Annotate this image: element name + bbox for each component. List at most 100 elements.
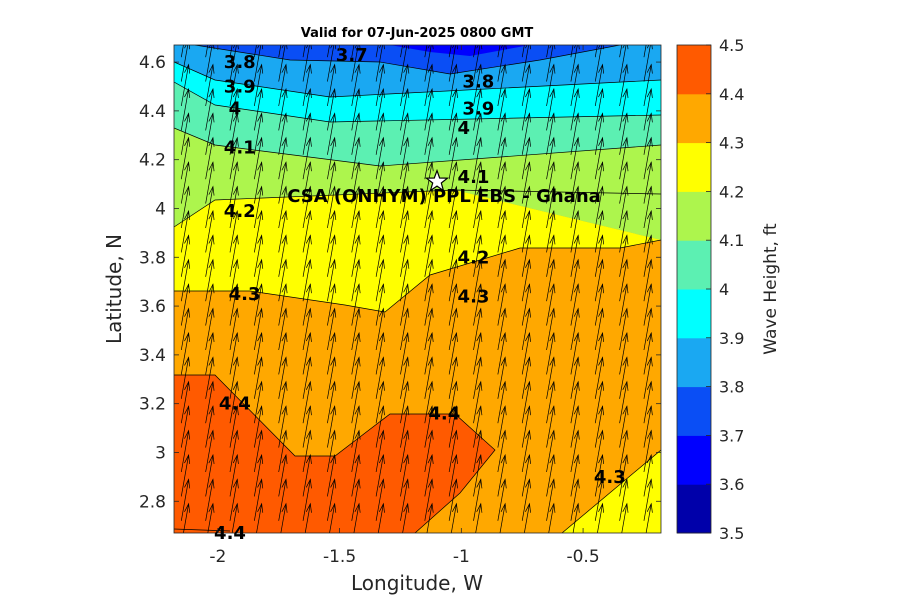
vector-shaft — [643, 357, 652, 399]
vector-head — [500, 356, 507, 367]
vector-head — [208, 478, 215, 489]
vector-head — [598, 185, 605, 196]
contour-label: 3.9 — [224, 76, 256, 97]
vector-shaft — [424, 332, 433, 375]
vector-shaft — [521, 64, 530, 107]
vector-head — [646, 478, 653, 489]
vector-head — [646, 356, 653, 367]
vector-shaft — [302, 186, 311, 229]
vector-shaft — [424, 430, 433, 473]
vector-shaft — [400, 88, 409, 131]
contour-label: 4.2 — [224, 201, 256, 222]
vector-head — [208, 258, 215, 269]
vector-head — [257, 502, 264, 513]
contour-line-4.4-bottom — [174, 528, 231, 532]
vector-head — [427, 87, 434, 99]
vector-shaft — [424, 113, 433, 155]
vector-shaft — [180, 210, 189, 253]
contour-label: 4.4 — [428, 403, 460, 424]
vector-shaft — [231, 503, 238, 533]
vector-head — [305, 380, 312, 391]
vector-shaft — [351, 454, 360, 497]
vector-head — [573, 356, 580, 367]
vector-shaft — [302, 332, 311, 375]
vector-head — [598, 63, 605, 74]
vector-head — [646, 380, 653, 391]
vector-shaft — [497, 430, 506, 473]
vector-head — [403, 209, 410, 221]
vector-head — [646, 283, 653, 294]
vector-head — [500, 307, 507, 318]
vector-head — [598, 136, 605, 147]
vector-head — [476, 87, 483, 99]
vector-shaft — [619, 454, 628, 497]
contour-line-3.9 — [174, 61, 661, 98]
vector-shaft — [278, 88, 287, 131]
vector-shaft — [302, 64, 311, 107]
vector-shaft — [254, 308, 262, 351]
vector-shaft — [521, 454, 530, 497]
vector-head — [500, 380, 507, 391]
vector-shaft — [448, 308, 457, 351]
vector-shaft — [400, 137, 409, 180]
vector-shaft — [619, 430, 628, 473]
vector-shaft — [497, 479, 506, 521]
vector-shaft — [619, 113, 628, 155]
vector-shaft — [278, 210, 287, 253]
vector-shaft — [546, 64, 555, 107]
vector-head — [622, 87, 629, 99]
vector-head — [281, 209, 288, 221]
vector-shaft — [400, 479, 409, 521]
vector-shaft — [205, 235, 214, 277]
vector-shaft — [254, 454, 262, 497]
vector-shaft — [278, 454, 287, 497]
vector-shaft — [205, 186, 214, 229]
vector-shaft — [254, 137, 262, 180]
vector-shaft — [180, 88, 189, 131]
vector-head — [476, 234, 483, 245]
vector-shaft — [351, 259, 360, 302]
vector-shaft — [521, 45, 530, 82]
vector-shaft — [546, 479, 555, 521]
vector-shaft — [302, 113, 311, 155]
vector-head — [208, 283, 215, 294]
vector-head — [378, 331, 385, 343]
vector-shaft — [424, 162, 433, 204]
vector-shaft — [570, 381, 579, 424]
vector-shaft — [400, 284, 409, 326]
vector-head — [452, 185, 458, 196]
vector-head — [646, 63, 653, 74]
vector-head — [404, 16, 409, 25]
vector-shaft — [643, 235, 652, 277]
vector-shaft — [229, 259, 238, 302]
vector-head — [500, 234, 507, 245]
vector-shaft — [497, 113, 506, 155]
y-tick-label: 3 — [155, 443, 166, 463]
vector-shaft — [205, 137, 214, 180]
vector-shaft — [229, 357, 238, 399]
y-axis-ticks: 2.8 3 3.2 3.4 3.6 3.8 4 4.2 4.4 4.6 — [139, 53, 661, 512]
vector-head — [646, 429, 653, 440]
vector-head — [427, 234, 434, 245]
vector-shaft — [570, 45, 574, 58]
vector-head — [622, 283, 629, 294]
vector-head — [476, 429, 483, 440]
vector-shaft — [570, 332, 579, 375]
vector-head — [598, 453, 605, 465]
vector-head — [257, 63, 264, 74]
vector-shaft — [205, 479, 214, 521]
vector-head — [500, 478, 507, 489]
vector-head — [525, 16, 530, 25]
vector-head — [598, 429, 605, 440]
vector-head — [354, 234, 361, 245]
vector-head — [184, 185, 191, 196]
vector-shaft — [205, 113, 214, 155]
vector-shaft — [327, 406, 336, 448]
vector-shaft — [424, 308, 433, 351]
vector-head — [378, 234, 385, 245]
vector-shaft — [521, 284, 530, 326]
vector-shaft — [619, 210, 628, 253]
vector-head — [573, 429, 580, 440]
vector-shaft — [473, 308, 482, 351]
